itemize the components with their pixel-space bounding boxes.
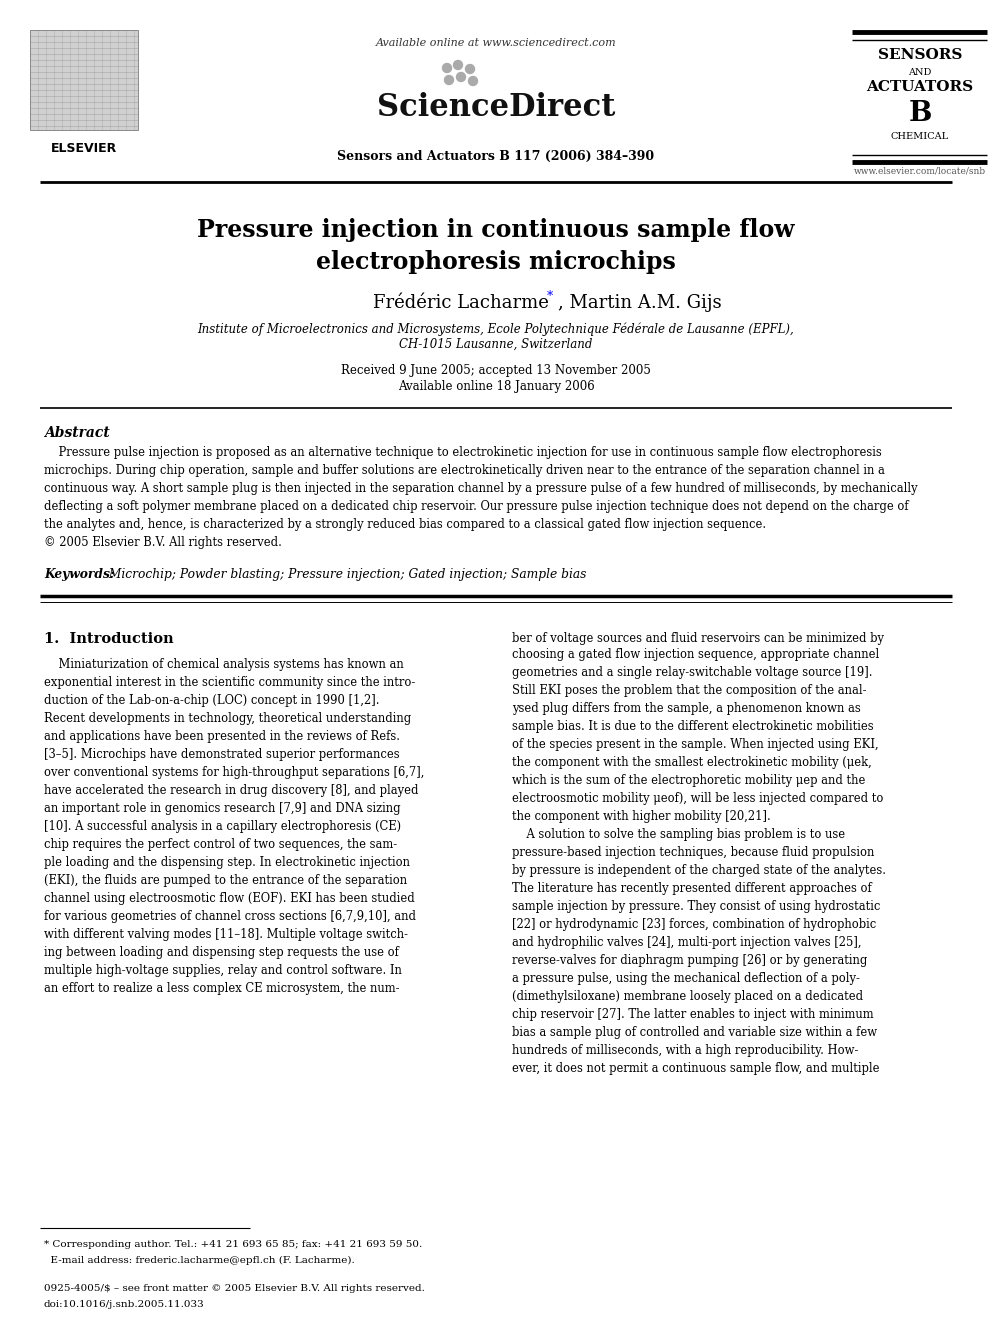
Text: , Martin A.M. Gijs: , Martin A.M. Gijs (558, 294, 721, 312)
Text: Abstract: Abstract (44, 426, 110, 441)
Text: E-mail address: frederic.lacharme@epfl.ch (F. Lacharme).: E-mail address: frederic.lacharme@epfl.c… (44, 1256, 355, 1265)
Text: ELSEVIER: ELSEVIER (51, 142, 117, 155)
Text: Available online at www.sciencedirect.com: Available online at www.sciencedirect.co… (376, 38, 616, 48)
Text: Frédéric Lacharme: Frédéric Lacharme (373, 294, 549, 312)
Text: Received 9 June 2005; accepted 13 November 2005: Received 9 June 2005; accepted 13 Novemb… (341, 364, 651, 377)
Text: SENSORS: SENSORS (878, 48, 962, 62)
Text: Miniaturization of chemical analysis systems has known an
exponential interest i: Miniaturization of chemical analysis sys… (44, 658, 425, 995)
Text: ber of voltage sources and fluid reservoirs can be minimized by: ber of voltage sources and fluid reservo… (512, 632, 884, 646)
Text: AND: AND (909, 67, 931, 77)
Text: Institute of Microelectronics and Microsystems, Ecole Polytechnique Fédérale de : Institute of Microelectronics and Micros… (197, 321, 795, 336)
Text: Microchip; Powder blasting; Pressure injection; Gated injection; Sample bias: Microchip; Powder blasting; Pressure inj… (105, 568, 586, 581)
Text: doi:10.1016/j.snb.2005.11.033: doi:10.1016/j.snb.2005.11.033 (44, 1301, 204, 1308)
Text: *: * (547, 290, 554, 303)
Text: Pressure pulse injection is proposed as an alternative technique to electrokinet: Pressure pulse injection is proposed as … (44, 446, 918, 549)
Circle shape (456, 73, 465, 82)
Bar (30, 30, 138, 130)
Text: * Corresponding author. Tel.: +41 21 693 65 85; fax: +41 21 693 59 50.: * Corresponding author. Tel.: +41 21 693… (44, 1240, 423, 1249)
Circle shape (468, 77, 477, 86)
Text: B: B (909, 101, 931, 127)
Text: ScienceDirect: ScienceDirect (377, 93, 615, 123)
Text: Available online 18 January 2006: Available online 18 January 2006 (398, 380, 594, 393)
Text: CHEMICAL: CHEMICAL (891, 132, 949, 142)
Text: 0925-4005/$ – see front matter © 2005 Elsevier B.V. All rights reserved.: 0925-4005/$ – see front matter © 2005 El… (44, 1285, 425, 1293)
Text: choosing a gated flow injection sequence, appropriate channel
geometries and a s: choosing a gated flow injection sequence… (512, 648, 886, 1076)
Text: ACTUATORS: ACTUATORS (866, 79, 973, 94)
Circle shape (442, 64, 451, 73)
Text: Keywords:: Keywords: (44, 568, 119, 581)
Text: 1.  Introduction: 1. Introduction (44, 632, 174, 646)
Text: Pressure injection in continuous sample flow: Pressure injection in continuous sample … (197, 218, 795, 242)
Text: www.elsevier.com/locate/snb: www.elsevier.com/locate/snb (854, 167, 986, 176)
Circle shape (453, 61, 462, 70)
Text: electrophoresis microchips: electrophoresis microchips (316, 250, 676, 274)
Circle shape (465, 65, 474, 74)
Circle shape (444, 75, 453, 85)
Text: Sensors and Actuators B 117 (2006) 384–390: Sensors and Actuators B 117 (2006) 384–3… (337, 149, 655, 163)
Text: CH-1015 Lausanne, Switzerland: CH-1015 Lausanne, Switzerland (400, 337, 592, 351)
